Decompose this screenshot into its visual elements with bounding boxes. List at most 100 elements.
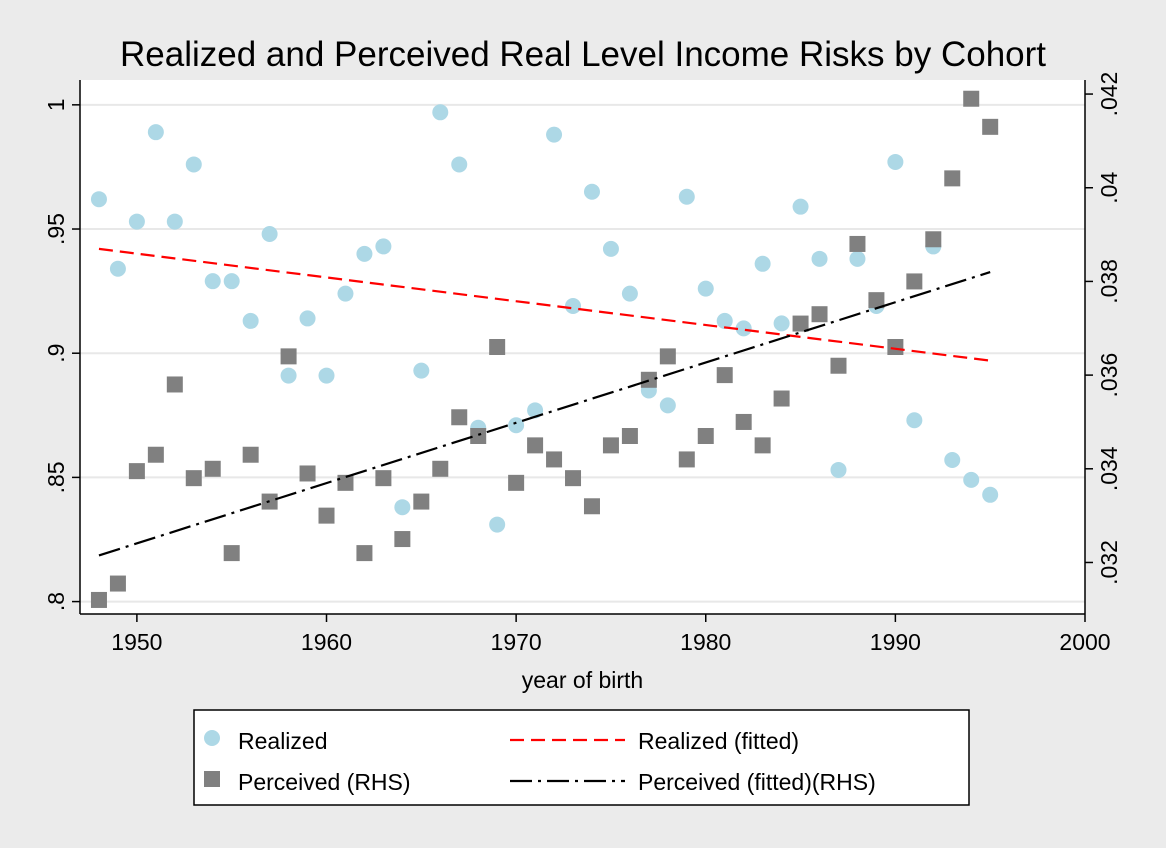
realized-point: [982, 486, 999, 503]
legend-perceived-fitted-rhs-label: Perceived (fitted)(RHS): [638, 769, 876, 795]
realized-fitted-line: [98, 247, 991, 362]
perceived-rhs-point: [963, 90, 980, 107]
realized-point: [602, 240, 619, 257]
perceived-rhs-point: [754, 437, 771, 454]
perceived-rhs-point: [337, 474, 354, 491]
y-right-tick-label: .034: [1096, 446, 1122, 491]
perceived-rhs-point: [906, 273, 923, 290]
realized-point: [735, 320, 752, 337]
x-tick-label: 1970: [491, 629, 542, 655]
perceived-rhs-point: [280, 348, 297, 365]
realized-point: [697, 280, 714, 297]
perceived-rhs-point: [925, 231, 942, 248]
perceived-rhs-point: [773, 390, 790, 407]
tick-labels: 1950 1960 1970 1980 1990 2000 1 .95 .9 .85 .8 .042.…: [43, 72, 1122, 655]
realized-point: [849, 250, 866, 267]
perceived-rhs-point: [223, 545, 240, 562]
y-left-tick-label: .95: [43, 213, 69, 245]
legend-box: [193, 709, 970, 806]
realized-point: [944, 452, 961, 469]
legend-realized-key: [204, 730, 220, 746]
realized-point: [337, 285, 354, 302]
perceived-rhs-point: [90, 591, 107, 608]
x-tick-label: 2000: [1059, 629, 1110, 655]
y-left-tick-label: .85: [43, 461, 69, 493]
x-tick-label: 1990: [870, 629, 921, 655]
perceived-rhs-point: [432, 460, 449, 477]
realized-point: [754, 255, 771, 272]
realized-point: [223, 273, 240, 290]
perceived-rhs-point: [944, 170, 961, 187]
perceived-rhs-point: [811, 306, 828, 323]
realized-point: [128, 213, 145, 230]
perceived-rhs-point: [508, 474, 525, 491]
perceived-rhs-point: [640, 371, 657, 388]
realized-point: [773, 315, 790, 332]
perceived-rhs-point: [451, 409, 468, 426]
perceived-rhs-point: [546, 451, 563, 468]
realized-point: [716, 312, 733, 329]
y-left-tick-label: 1: [43, 98, 69, 111]
realized-point: [280, 367, 297, 384]
perceived-rhs-point: [678, 451, 695, 468]
perceived-rhs-point: [489, 339, 506, 355]
realized-point: [678, 188, 695, 205]
perceived-rhs-point: [128, 463, 145, 480]
realized-point: [906, 412, 923, 429]
realized-point: [261, 225, 278, 242]
perceived-fitted-rhs-line: [98, 271, 991, 557]
realized-point: [413, 362, 430, 379]
y-right-tick-label: .038: [1096, 259, 1122, 304]
perceived-rhs-point: [185, 470, 202, 487]
realized-point: [242, 312, 259, 329]
realized-point: [204, 273, 221, 290]
realized-point: [432, 104, 449, 121]
perceived-rhs-point: [697, 428, 714, 444]
perceived-rhs-point: [887, 339, 904, 355]
realized-point: [90, 191, 107, 208]
legend-realized-fitted-label: Realized (fitted): [638, 728, 799, 754]
y-left-tick-label: .8: [43, 592, 69, 611]
realized-point: [811, 250, 828, 267]
perceived-rhs-point: [792, 315, 809, 332]
x-tick-label: 1960: [301, 629, 352, 655]
realized-point: [185, 156, 202, 173]
perceived-rhs-point: [735, 413, 752, 430]
realized-point: [963, 471, 980, 488]
perceived-rhs-point: [109, 575, 126, 592]
perceived-rhs-point: [849, 235, 866, 252]
x-tick-label: 1980: [680, 629, 731, 655]
perceived-rhs-point: [356, 545, 373, 562]
realized-point: [621, 285, 638, 302]
realized-point: [830, 461, 847, 478]
perceived-rhs-point: [602, 437, 619, 454]
realized-point: [147, 124, 164, 141]
perceived-rhs-point: [242, 446, 259, 463]
realized-point: [375, 238, 392, 255]
perceived-rhs-point: [147, 446, 164, 463]
realized-point: [546, 126, 563, 143]
realized-point: [166, 213, 183, 230]
perceived-rhs-point: [318, 507, 335, 524]
perceived-rhs-point: [659, 348, 676, 365]
perceived-rhs-point: [299, 465, 316, 482]
chart-title: Realized and Perceived Real Level Income…: [120, 35, 1046, 74]
perceived-rhs-point: [527, 437, 544, 454]
realized-point: [109, 260, 126, 277]
legend: Realized Realized (fitted) Perceived (RHS)…: [193, 709, 970, 806]
realized-point: [583, 183, 600, 200]
realized-point: [356, 245, 373, 262]
realized-point: [527, 402, 544, 419]
perceived-rhs-point: [716, 367, 733, 384]
perceived-rhs-point: [830, 357, 847, 374]
perceived-rhs-point: [413, 493, 430, 510]
legend-realized-label: Realized: [238, 728, 328, 754]
legend-perceived-rhs-label: Perceived (RHS): [238, 769, 411, 795]
perceived-rhs-point: [621, 428, 638, 444]
x-tick-label: 1950: [111, 629, 162, 655]
perceived-rhs-point: [565, 470, 582, 487]
y-right-tick-label: .042: [1096, 72, 1122, 117]
plot-area: [80, 80, 1085, 614]
perceived-rhs-point: [470, 428, 487, 444]
realized-point: [394, 499, 411, 516]
